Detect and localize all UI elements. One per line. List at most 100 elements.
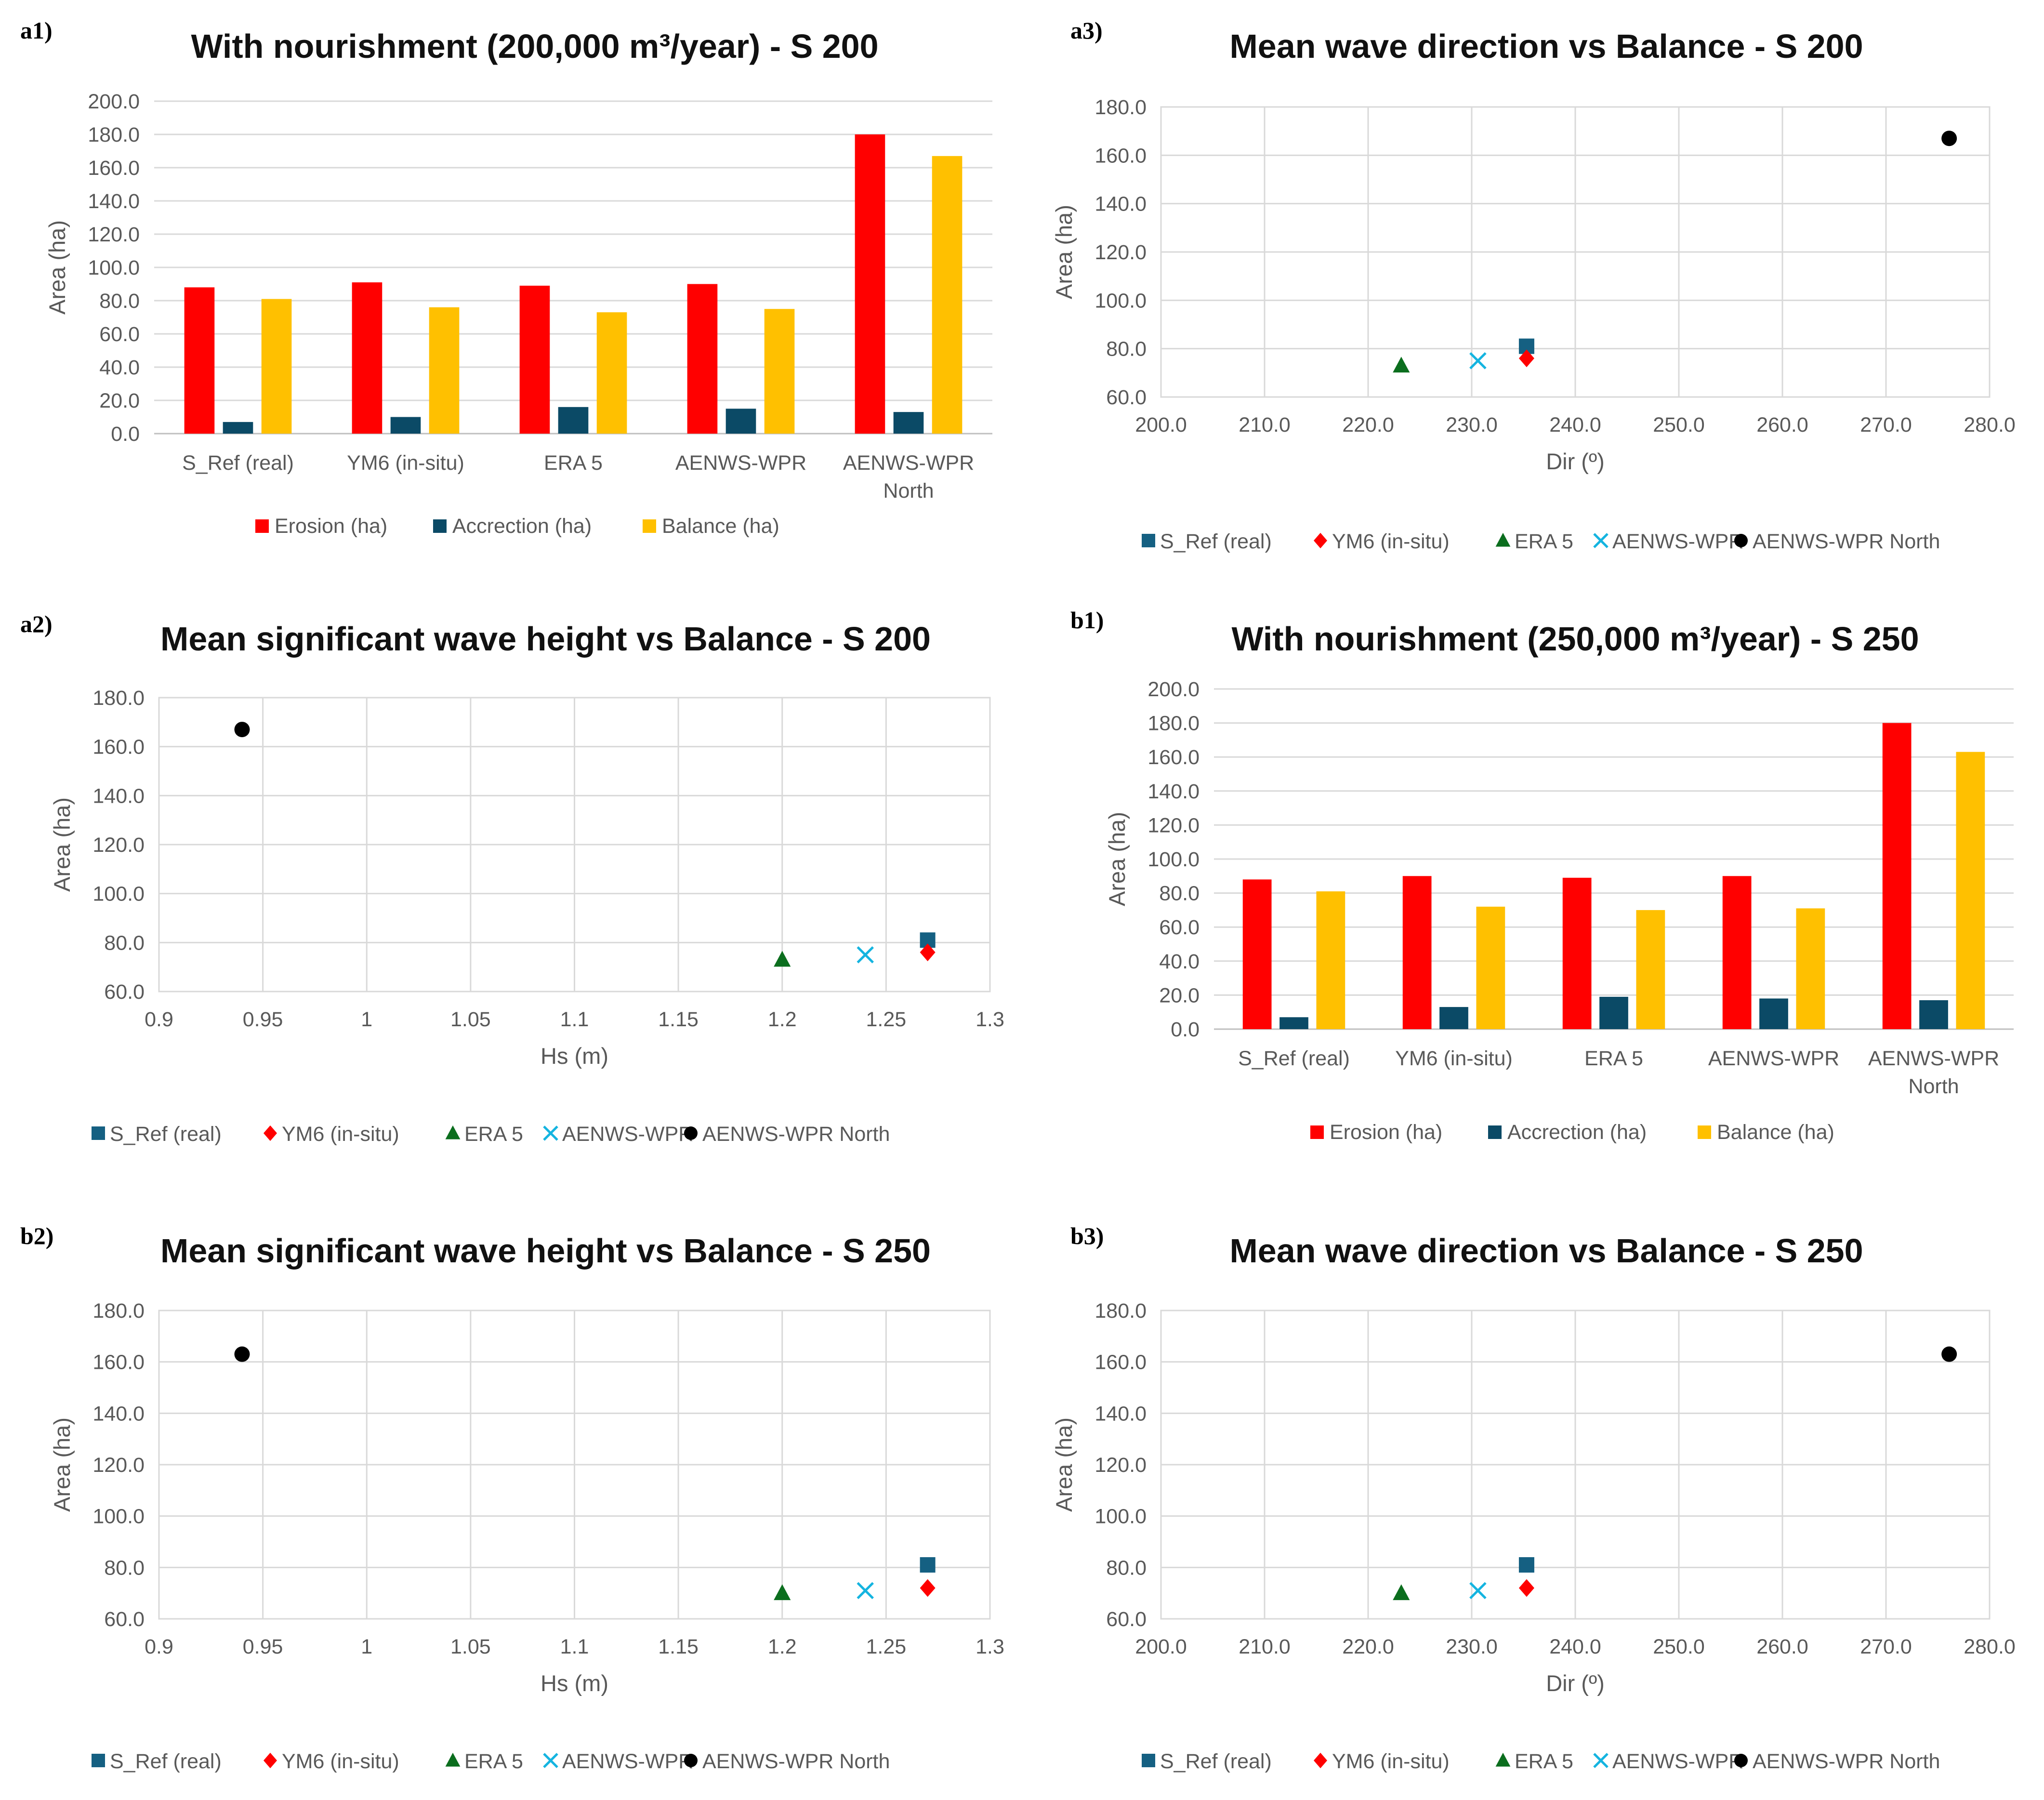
legend-label: ERA 5 [1515,530,1573,553]
panel-label-a3: a3) [1070,17,1103,44]
x-category-label: AENWS-WPR [1708,1047,1839,1070]
x-tick-label: 0.9 [145,1008,173,1031]
panel-label-b1: b1) [1070,607,1104,634]
scatter-chart-dir-s200: Mean wave direction vs Balance - S 200 Ar… [1051,27,2016,553]
legend-marker-ym6-in-situ [264,1125,277,1141]
legend-marker-aenws-wpr-north [684,1126,698,1140]
x-tick-label: 1.25 [866,1635,907,1658]
scatter-chart-hs-s200: Mean significant wave height vs Balance … [49,620,1004,1146]
legend-label: AENWS-WPR [562,1123,693,1146]
y-tick-label: 20.0 [1159,984,1200,1007]
x-tick-label: 1.3 [976,1008,1004,1031]
y-tick-label: 160.0 [88,157,140,180]
x-axis-title: Dir (º) [1546,449,1605,474]
y-tick-label: 20.0 [99,389,140,412]
bar-accrection-ha [223,422,253,434]
legend-label: YM6 (in-situ) [1332,530,1450,553]
chart-panel-a3: Mean wave direction vs Balance - S 200 Ar… [1050,19,2033,578]
y-tick-label: 160.0 [92,736,145,759]
y-axis-title: Area (ha) [49,797,75,892]
bar-accrection-ha [893,412,924,434]
legend-swatch-balance-ha [1698,1125,1711,1139]
x-tick-label: 1.15 [658,1635,699,1658]
y-tick-label: 100.0 [92,1505,145,1528]
y-tick-label: 80.0 [1106,338,1147,361]
scatter-chart-dir-s250: Mean wave direction vs Balance - S 250 Ar… [1051,1232,2016,1773]
y-tick-label: 100.0 [1147,848,1200,871]
y-tick-label: 80.0 [104,1556,145,1579]
legend-marker-aenws-wpr [1593,1753,1609,1768]
y-tick-label: 100.0 [1095,1505,1147,1528]
legend-marker-aenws-wpr [543,1125,558,1141]
point-ym6-in-situ [920,1579,936,1597]
x-tick-label: 1 [361,1008,372,1031]
chart-panel-a2: Mean significant wave height vs Balance … [34,612,1016,1171]
bar-accrection-ha [1439,1007,1468,1029]
y-tick-label: 180.0 [1147,712,1200,735]
x-tick-label: 200.0 [1135,413,1187,437]
y-tick-label: 80.0 [99,290,140,313]
bar-erosion-ha [184,287,215,434]
y-tick-label: 0.0 [1171,1018,1200,1041]
bar-balance-ha [429,307,460,434]
x-tick-label: 220.0 [1342,413,1394,437]
legend-label: Erosion (ha) [1330,1121,1442,1144]
x-tick-label: 210.0 [1239,1635,1291,1658]
chart-panel-b1: With nourishment (250,000 m³/year) - S 2… [1050,612,2033,1171]
x-category-label: ERA 5 [544,451,603,475]
y-axis-title: Area (ha) [49,1417,75,1512]
x-category-label: North [1908,1075,1959,1098]
chart-title: Mean wave direction vs Balance - S 200 [1229,27,1863,65]
y-axis-title: Area (ha) [1051,205,1077,299]
y-tick-label: 140.0 [1095,193,1147,216]
legend-label: AENWS-WPR North [1753,1750,1940,1773]
x-tick-label: 0.95 [243,1635,283,1658]
chart-title: With nourishment (250,000 m³/year) - S 2… [1231,620,1919,658]
x-category-label: AENWS-WPR [843,451,974,475]
chart-panel-b2: Mean significant wave height vs Balance … [34,1224,1016,1797]
bar-erosion-ha [519,285,550,434]
y-tick-label: 140.0 [1095,1402,1147,1425]
y-tick-label: 60.0 [1159,916,1200,939]
chart-title: Mean wave direction vs Balance - S 250 [1229,1232,1863,1270]
legend-label: Balance (ha) [1717,1121,1834,1144]
point-aenws-wpr-stroke-b [857,946,874,964]
point-aenws-wpr-north [234,722,250,738]
x-category-label: North [883,479,934,503]
legend-marker-ym6-in-situ [264,1752,277,1769]
bar-erosion-ha [1402,876,1432,1029]
point-aenws-wpr [1469,352,1487,370]
bar-accrection-ha [390,417,421,434]
y-tick-label: 40.0 [1159,950,1200,973]
legend-label: S_Ref (real) [110,1750,222,1773]
legend-label: YM6 (in-situ) [1332,1750,1450,1773]
x-tick-label: 210.0 [1239,413,1291,437]
x-category-label: ERA 5 [1584,1047,1643,1070]
x-category-label: YM6 (in-situ) [1395,1047,1513,1070]
bar-chart-s200: With nourishment (200,000 m³/year) - S 2… [44,27,992,538]
point-era-5 [774,951,791,967]
point-aenws-wpr-north [1941,131,1957,146]
y-tick-label: 60.0 [99,323,140,346]
x-tick-label: 1.1 [560,1635,589,1658]
bar-accrection-ha [1599,996,1628,1029]
legend-marker-s-ref-real [1142,1754,1155,1767]
bar-balance-ha [1636,910,1665,1029]
x-tick-label: 0.9 [145,1635,173,1658]
legend-marker-era-5 [445,1125,461,1139]
y-tick-label: 120.0 [92,834,145,857]
legend-label: ERA 5 [464,1750,523,1773]
legend-label: AENWS-WPR [562,1750,693,1773]
x-tick-label: 260.0 [1756,413,1808,437]
legend-label: ERA 5 [464,1123,523,1146]
point-aenws-wpr [857,1582,874,1600]
y-tick-label: 140.0 [92,784,145,807]
point-aenws-wpr [1469,1582,1487,1600]
point-ym6-in-situ [1518,1579,1534,1597]
x-tick-label: 230.0 [1446,1635,1498,1658]
x-tick-label: 240.0 [1549,1635,1601,1658]
point-aenws-wpr [857,946,874,964]
legend-label: S_Ref (real) [1160,1750,1272,1773]
legend-label: Accrection (ha) [1507,1121,1647,1144]
bar-erosion-ha [855,134,885,434]
